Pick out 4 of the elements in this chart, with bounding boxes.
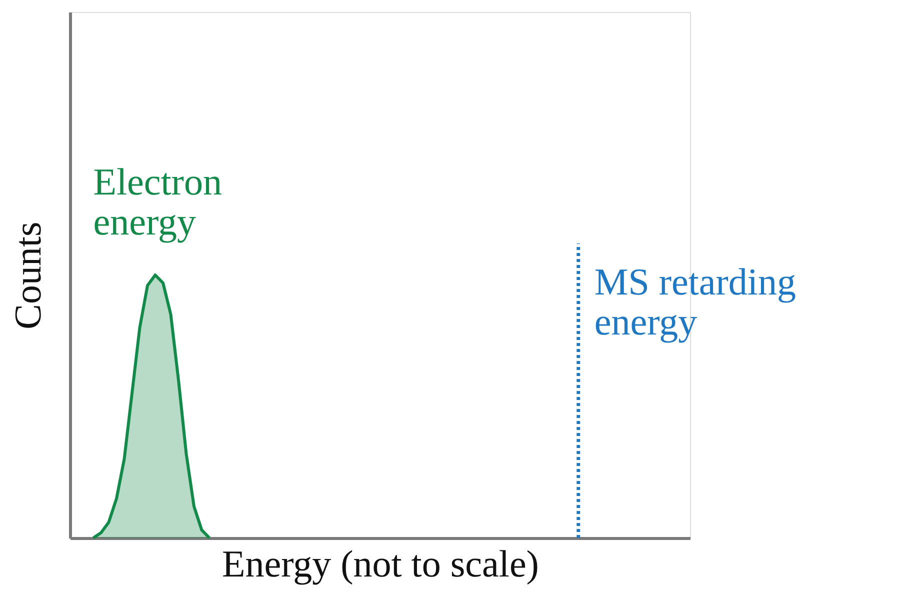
y-axis-title: Counts	[8, 222, 50, 330]
annotation: MS retarding energy	[594, 261, 796, 344]
x-axis-title: Energy (not to scale)	[222, 544, 539, 586]
series-label: Electron energy	[93, 162, 222, 244]
